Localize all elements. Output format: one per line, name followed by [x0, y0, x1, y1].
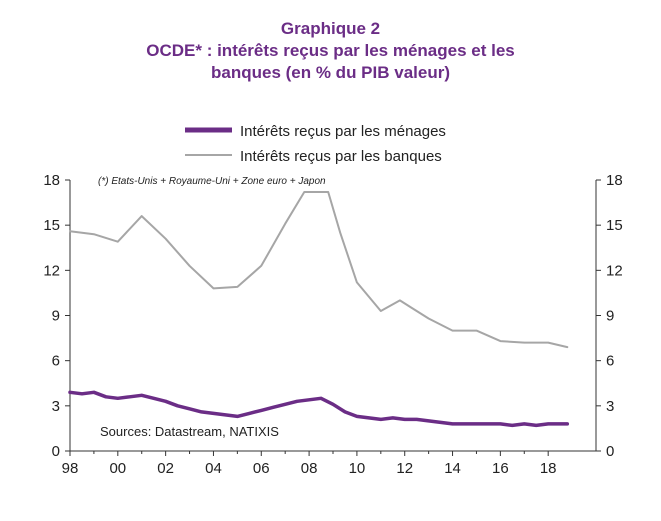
series-line-menages	[68, 390, 570, 428]
y-tick-label-left: 3	[52, 398, 60, 415]
y-tick-label-left: 15	[43, 217, 60, 234]
y-tick-label-left: 9	[52, 308, 60, 325]
y-tick-label-left: 12	[43, 262, 60, 279]
title-line-1: Graphique 2	[280, 19, 381, 38]
x-tick-label: 10	[349, 460, 366, 477]
x-tick-label: 12	[396, 460, 413, 477]
title-line-3: banques (en % du PIB valeur)	[211, 63, 450, 82]
y-tick-label-right: 0	[606, 443, 614, 460]
x-tick-label: 16	[492, 460, 509, 477]
y-tick-label-left: 6	[52, 353, 60, 370]
series-layer	[68, 191, 570, 428]
x-tick-label: 04	[205, 460, 222, 477]
y-tick-label-right: 9	[606, 308, 614, 325]
chart-title: Graphique 2 OCDE* : intérêts reçus par l…	[0, 18, 661, 84]
y-tick-label-left: 18	[43, 172, 60, 189]
legend: Intérêts reçus par les ménages Intérêts …	[185, 123, 446, 165]
source-note: Sources: Datastream, NATIXIS	[100, 424, 279, 439]
x-tick-label: 02	[157, 460, 174, 477]
x-tick-label: 14	[444, 460, 461, 477]
y-tick-label-right: 6	[606, 353, 614, 370]
x-tick-label: 98	[62, 460, 79, 477]
country-note: (*) Etats-Unis + Royaume-Uni + Zone euro…	[98, 176, 326, 187]
x-tick-label: 00	[109, 460, 126, 477]
x-tick-label: 18	[540, 460, 557, 477]
y-tick-label-right: 3	[606, 398, 614, 415]
y-tick-label-left: 0	[52, 443, 60, 460]
y-tick-label-right: 18	[606, 172, 623, 189]
title-line-2: OCDE* : intérêts reçus par les ménages e…	[146, 41, 515, 60]
x-tick-label: 06	[253, 460, 270, 477]
x-tick-label: 08	[301, 460, 318, 477]
y-tick-label-right: 12	[606, 262, 623, 279]
legend-label-banques: Intérêts reçus par les banques	[240, 148, 442, 165]
y-tick-label-right: 15	[606, 217, 623, 234]
series-line-banques	[69, 191, 569, 349]
legend-label-menages: Intérêts reçus par les ménages	[240, 123, 446, 140]
